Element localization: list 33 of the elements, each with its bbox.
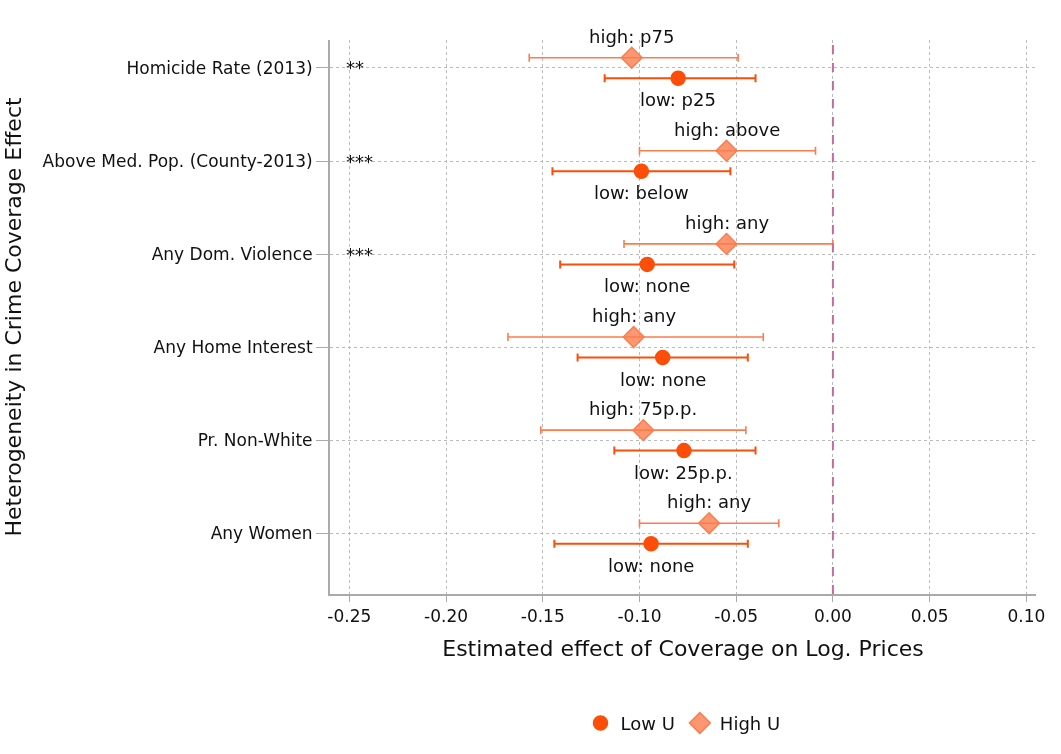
annotation: high: any [667, 491, 752, 512]
x-tick-label: 0.05 [910, 606, 949, 627]
annotation: low: below [594, 182, 689, 203]
x-tick-label: 0.00 [813, 606, 852, 627]
y-tick-label: Above Med. Pop. (County-2013) [42, 150, 313, 171]
x-tick-label: -0.15 [520, 606, 565, 627]
annotation: low: none [604, 275, 691, 296]
y-axis-title: Heterogeneity in Crime Coverage Effect [0, 97, 26, 537]
annotation: high: any [592, 305, 677, 326]
x-axis-title: Estimated effect of Coverage on Log. Prices [442, 635, 924, 661]
annotation: low: none [608, 555, 695, 576]
annotation: high: 75p.p. [589, 398, 698, 419]
annotation: *** [346, 244, 373, 265]
y-tick-label: Any Women [210, 523, 313, 544]
y-tick-label: Any Dom. Violence [151, 244, 313, 265]
x-tick-label: -0.20 [424, 606, 469, 627]
x-tick-label: -0.25 [327, 606, 372, 627]
y-tick-label: Pr. Non-White [197, 430, 313, 451]
annotation: high: above [674, 119, 781, 140]
annotation: low: 25p.p. [634, 462, 733, 483]
annotation: low: p25 [640, 89, 716, 110]
annotation: ** [346, 57, 364, 78]
legend-label: Low U [620, 713, 675, 735]
legend-label: High U [719, 713, 781, 735]
annotation: high: p75 [589, 26, 675, 47]
x-tick-label: 0.10 [1007, 606, 1046, 627]
x-tick-label: -0.05 [714, 606, 759, 627]
x-tick-label: -0.10 [617, 606, 662, 627]
annotation: *** [346, 151, 373, 172]
annotation: high: any [685, 212, 770, 233]
annotation: low: none [620, 369, 707, 390]
y-tick-label: Any Home Interest [153, 337, 313, 358]
y-tick-label: Homicide Rate (2013) [126, 57, 313, 78]
